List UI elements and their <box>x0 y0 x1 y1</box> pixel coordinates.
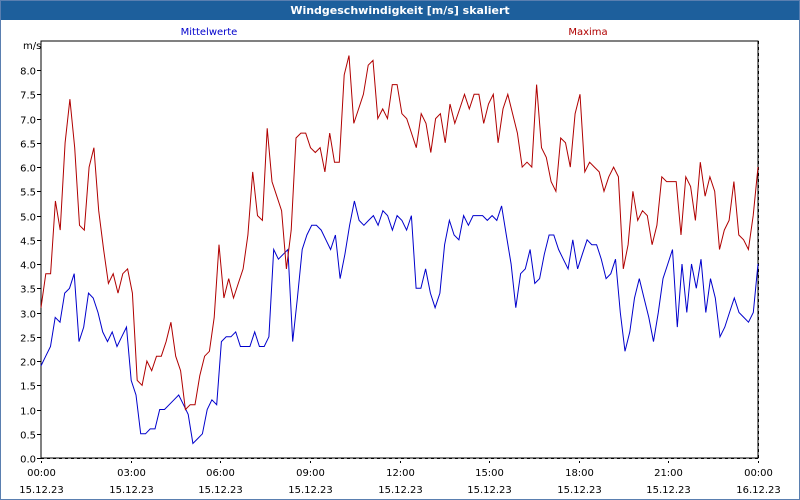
x-tick-label-date: 15.12.23 <box>288 485 333 496</box>
y-tick-label: 6.5 <box>20 140 36 151</box>
x-tick-label-time: 15:00 <box>475 468 504 479</box>
y-tick-label: 7.5 <box>20 91 36 102</box>
y-tick-label: 7.0 <box>20 116 36 127</box>
y-tick-label: 4.5 <box>20 237 36 248</box>
x-tick-label-time: 12:00 <box>386 468 415 479</box>
y-tick-label: 5.5 <box>20 188 36 199</box>
y-axis-label: m/s <box>23 41 41 52</box>
x-tick-label-date: 15.12.23 <box>646 485 691 496</box>
y-tick-label: 3.5 <box>20 285 36 296</box>
y-tick-label: 3.0 <box>20 310 36 321</box>
label-layer: 0.0 0.5 1.0 1.5 2.0 2.5 3.0 3.5 4.0 4.5 5.0 5.5 6.0 6… <box>19 27 781 496</box>
x-tick-label-date: 15.12.23 <box>467 485 512 496</box>
legend-maxima: Maxima <box>568 27 607 38</box>
y-tick-label: 0.0 <box>20 455 36 466</box>
y-tick-label: 4.0 <box>20 261 36 272</box>
window-title: Windgeschwindigkeit [m/s] skaliert <box>1 1 799 20</box>
y-tick-label: 6.0 <box>20 164 36 175</box>
y-tick-label: 1.5 <box>20 382 36 393</box>
series-line-mittelwerte <box>40 200 759 445</box>
y-tick-label: 8.0 <box>20 67 36 78</box>
x-tick-label-time: 03:00 <box>117 468 146 479</box>
x-tick-label-date: 16.12.23 <box>736 485 781 496</box>
y-tick-label: 2.0 <box>20 358 36 369</box>
legend-mittelwerte: Mittelwerte <box>181 27 238 38</box>
series-line-maxima <box>40 55 759 411</box>
x-tick-label-time: 21:00 <box>654 468 683 479</box>
x-tick-label-date: 15.12.23 <box>109 485 154 496</box>
y-tick-label: 2.5 <box>20 334 36 345</box>
wind-speed-chart: 0.0 0.5 1.0 1.5 2.0 2.5 3.0 3.5 4.0 4.5 5.0 5.5 6.0 6… <box>19 27 781 496</box>
x-tick-label-time: 00:00 <box>27 468 56 479</box>
x-tick-label-date: 15.12.23 <box>19 485 64 496</box>
y-tick-label: 0.5 <box>20 431 36 442</box>
x-tick-label-time: 18:00 <box>565 468 594 479</box>
x-tick-label-time: 00:00 <box>744 468 773 479</box>
x-tick-label-date: 15.12.23 <box>378 485 423 496</box>
series-layer <box>40 55 759 445</box>
x-tick-label-time: 09:00 <box>296 468 325 479</box>
y-tick-label: 5.0 <box>20 213 36 224</box>
y-tick-label: 1.0 <box>20 407 36 418</box>
x-tick-label-date: 15.12.23 <box>557 485 602 496</box>
x-tick-label-date: 15.12.23 <box>198 485 243 496</box>
plot-frame <box>40 40 759 459</box>
axis-layer <box>37 40 759 459</box>
x-tick-label-time: 06:00 <box>206 468 235 479</box>
